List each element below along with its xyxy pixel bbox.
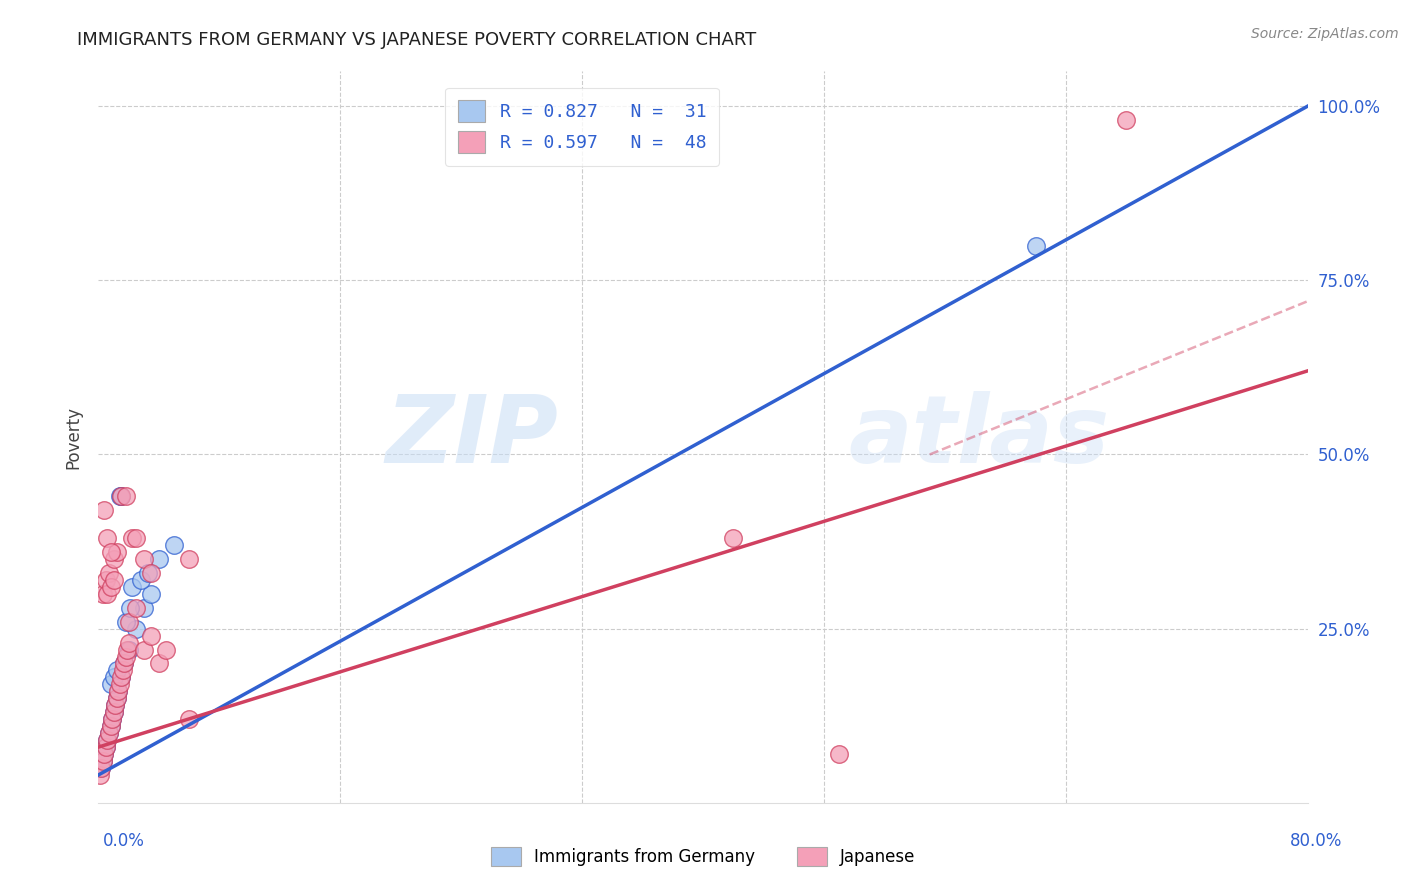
Point (105, 691, 128, 706)
Point (89, 768, 111, 782)
Point (112, 657, 135, 671)
Text: IMMIGRANTS FROM GERMANY VS JAPANESE POVERTY CORRELATION CHART: IMMIGRANTS FROM GERMANY VS JAPANESE POVE… (77, 31, 756, 49)
Point (723, 531, 745, 545)
Point (110, 489, 132, 503)
Point (114, 615, 136, 629)
Point (111, 664, 134, 678)
Point (120, 600, 142, 615)
Point (141, 566, 163, 580)
Point (110, 670, 132, 684)
Point (90, 761, 112, 775)
Point (96, 733, 118, 747)
Point (104, 698, 127, 713)
Point (91, 754, 114, 768)
Point (129, 573, 152, 587)
Point (100, 719, 122, 733)
Point (94, 573, 117, 587)
Point (115, 642, 138, 657)
Point (100, 580, 122, 594)
Point (132, 642, 155, 657)
Point (141, 629, 163, 643)
Point (110, 489, 132, 503)
Point (125, 600, 148, 615)
Point (93, 747, 115, 761)
Point (114, 489, 136, 503)
Point (136, 566, 159, 580)
Point (103, 705, 125, 719)
Point (132, 552, 155, 566)
Point (96, 587, 118, 601)
Point (105, 691, 128, 706)
Point (118, 635, 141, 649)
Point (103, 552, 125, 566)
Point (132, 600, 155, 615)
Point (101, 712, 124, 726)
Point (105, 664, 128, 678)
Point (100, 719, 122, 733)
Point (112, 657, 135, 671)
Text: 0.0%: 0.0% (103, 832, 145, 850)
Text: Source: ZipAtlas.com: Source: ZipAtlas.com (1251, 27, 1399, 41)
Point (148, 552, 170, 566)
Legend: R = 0.827   N =  31, R = 0.597   N =  48: R = 0.827 N = 31, R = 0.597 N = 48 (446, 87, 718, 166)
Point (114, 649, 136, 664)
Point (94, 740, 117, 755)
Legend: Immigrants from Germany, Japanese: Immigrants from Germany, Japanese (482, 838, 924, 875)
Point (148, 657, 170, 671)
Text: atlas: atlas (848, 391, 1109, 483)
Point (107, 684, 129, 698)
Point (91, 587, 114, 601)
Point (107, 684, 129, 698)
Point (98, 726, 121, 740)
Point (125, 622, 148, 636)
Point (103, 670, 125, 684)
Point (108, 489, 131, 503)
Point (108, 677, 131, 691)
Point (96, 733, 118, 747)
Point (103, 705, 125, 719)
Point (110, 670, 132, 684)
Point (103, 573, 125, 587)
Point (100, 677, 122, 691)
Point (98, 566, 121, 580)
Y-axis label: Poverty: Poverty (65, 406, 83, 468)
Point (141, 587, 163, 601)
Text: ZIP: ZIP (385, 391, 558, 483)
Point (163, 538, 186, 552)
Point (179, 552, 201, 566)
Point (179, 712, 201, 726)
Point (118, 615, 141, 629)
Point (121, 531, 143, 545)
Point (155, 642, 177, 657)
Point (121, 580, 143, 594)
Point (118, 642, 141, 657)
Point (125, 531, 148, 545)
Point (105, 545, 128, 559)
Point (828, 747, 851, 761)
Point (90, 761, 112, 775)
Point (100, 545, 122, 559)
Point (98, 726, 121, 740)
Point (93, 747, 115, 761)
Point (101, 712, 124, 726)
Point (93, 503, 115, 517)
Point (96, 531, 118, 545)
Point (94, 740, 117, 755)
Point (91, 754, 114, 768)
Text: 80.0%: 80.0% (1291, 832, 1343, 850)
Point (1115, 113, 1137, 128)
Point (1024, 238, 1046, 252)
Point (104, 698, 127, 713)
